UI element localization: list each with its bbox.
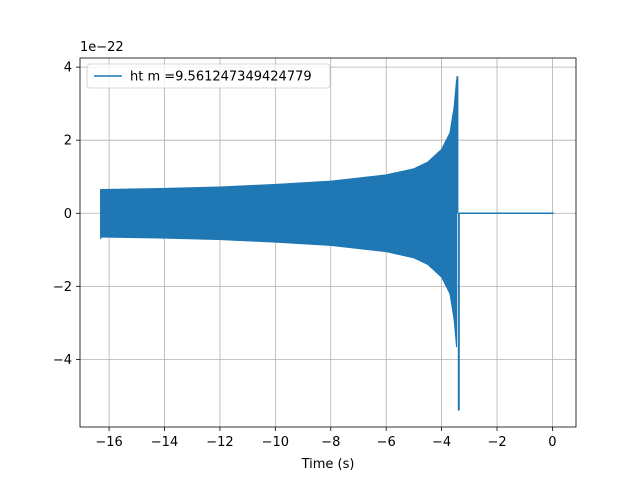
y-tick-label: −2 — [53, 280, 72, 295]
y-tick-label: 2 — [64, 134, 72, 149]
y-offset-label: 1e−22 — [80, 40, 124, 55]
x-tick-label: 0 — [548, 435, 556, 450]
y-tick-label: 0 — [64, 207, 72, 222]
x-tick-label: −12 — [206, 435, 233, 450]
y-axis: −4 −2 0 2 4 — [53, 61, 80, 368]
x-tick-label: −10 — [262, 435, 289, 450]
x-tick-label: −8 — [321, 435, 340, 450]
y-tick-label: −4 — [53, 353, 72, 368]
legend: ht m =9.561247349424779 — [86, 63, 331, 89]
legend-label: ht m =9.561247349424779 — [130, 70, 312, 85]
x-tick-label: −4 — [432, 435, 451, 450]
x-tick-label: −2 — [487, 435, 506, 450]
legend-box — [86, 63, 331, 89]
x-tick-label: −16 — [95, 435, 122, 450]
plot-frame — [79, 57, 577, 428]
series-layer — [100, 76, 554, 411]
waveform-band — [100, 79, 458, 348]
y-tick-label: 4 — [64, 61, 72, 76]
x-tick-label: −14 — [151, 435, 178, 450]
x-axis: −16 −14 −12 −10 −8 −6 −4 −2 0 — [95, 427, 557, 450]
x-tick-label: −6 — [377, 435, 396, 450]
x-axis-label: Time (s) — [301, 457, 355, 472]
